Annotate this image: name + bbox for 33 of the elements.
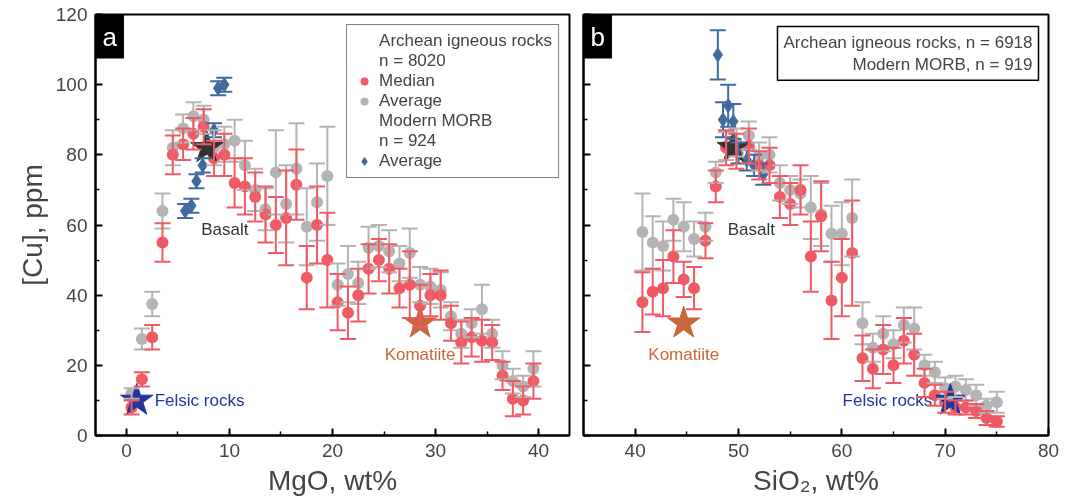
x-tick-label: 20 xyxy=(321,439,344,461)
series-label: Felsic rocks xyxy=(154,390,245,410)
legend-label: Average xyxy=(379,151,443,171)
x-axis-title: SiO₂, wt% xyxy=(753,464,879,496)
legend-label: Median xyxy=(379,71,435,91)
annotation: Archean igneous rocks, n = 6918 Modern MORB, n = 919 xyxy=(783,32,1033,75)
y-axis-title: [Cu], ppm xyxy=(16,164,48,286)
y-tick-label: 20 xyxy=(66,354,88,376)
annotation: b xyxy=(590,21,605,52)
legend-label: Average xyxy=(379,91,443,111)
y-tick-label: 40 xyxy=(66,284,88,306)
x-tick-label: 70 xyxy=(934,439,956,461)
y-tick-label: 60 xyxy=(66,214,88,236)
x-tick-label: 40 xyxy=(624,439,646,461)
annotation: a xyxy=(102,21,118,52)
x-tick-label: 80 xyxy=(1037,439,1060,461)
series-label: Komatiite xyxy=(384,345,456,365)
x-tick-label: 10 xyxy=(218,439,241,461)
y-tick-label: 80 xyxy=(66,144,88,166)
y-tick-label: 100 xyxy=(55,74,88,96)
x-axis-title: MgO, wt% xyxy=(267,464,398,496)
annotation: Modern MORB n = 924 xyxy=(379,111,493,151)
series-label: Komatiite xyxy=(648,345,720,365)
x-tick-label: 40 xyxy=(528,439,550,461)
y-tick-label: 120 xyxy=(55,4,88,25)
x-tick-label: 60 xyxy=(831,439,853,461)
x-tick-label: 0 xyxy=(121,439,132,461)
text: Basalt xyxy=(201,219,249,239)
x-tick-label: 30 xyxy=(424,439,447,461)
text: Basalt xyxy=(727,219,776,239)
legend-title: Archean igneous rocks n = 8020 xyxy=(379,31,552,71)
y-tick-label: 0 xyxy=(76,425,88,446)
x-tick-label: 50 xyxy=(727,439,750,461)
